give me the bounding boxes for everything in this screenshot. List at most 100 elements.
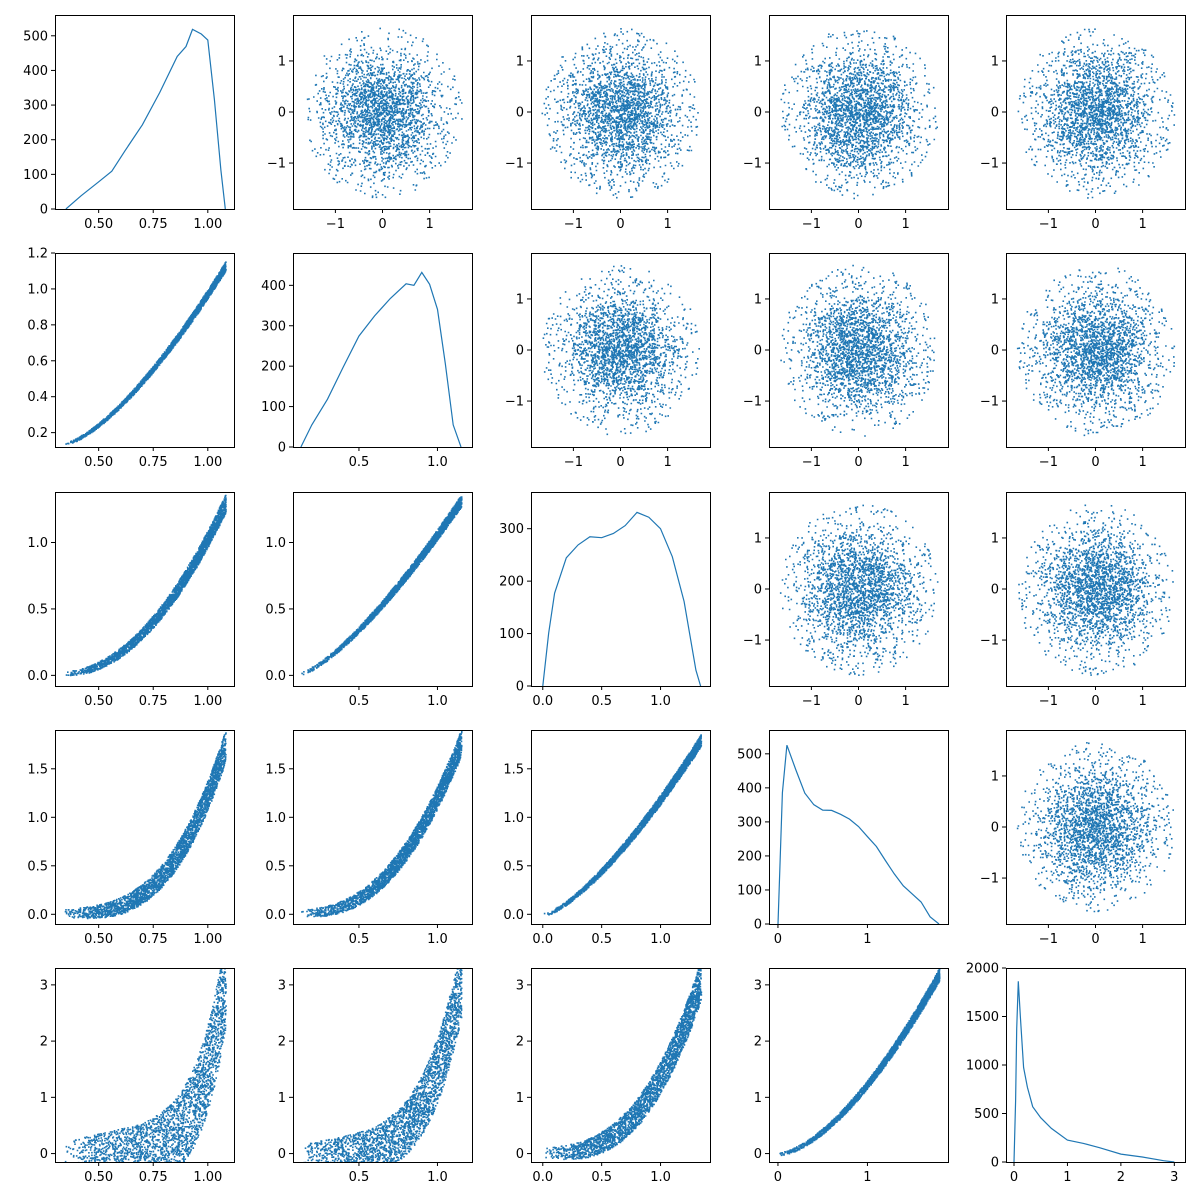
x-tick-label: 0	[616, 455, 624, 470]
x-tick-label: 0	[616, 217, 624, 232]
scatter-points	[306, 27, 463, 199]
x-tick-label: 1.0	[650, 1170, 671, 1185]
x-tick-label: 1.0	[427, 1170, 448, 1185]
x-tick-label: 0.50	[84, 1170, 113, 1185]
x-tick-label: 1	[1063, 1170, 1071, 1185]
y-tick-label: 3	[278, 978, 286, 993]
axes-frame	[55, 15, 235, 210]
plot-area	[780, 264, 936, 437]
axes-frame	[531, 968, 711, 1163]
y-tick-label: 1.0	[27, 282, 48, 297]
panel-r5c5: 0 1 2 3 0 500 1000 1500 2000	[966, 962, 1186, 1185]
y-tick-label: 400	[23, 64, 48, 79]
y-tick-label: 1	[991, 769, 999, 784]
scatter-points	[1018, 504, 1174, 676]
y-tick-label: 100	[499, 627, 524, 642]
x-tick-label: 0	[774, 1170, 782, 1185]
y-tick-label: 1	[40, 1091, 48, 1106]
axes-frame	[293, 492, 473, 687]
x-tick-label: 3	[1170, 1170, 1178, 1185]
x-tick-label: 0.75	[139, 932, 168, 947]
x-tick-label: 1	[663, 217, 671, 232]
y-tick-label: −1	[980, 157, 999, 172]
x-tick-label: 1	[1138, 455, 1146, 470]
y-tick-label: 0	[754, 1147, 762, 1162]
y-tick-label: 100	[23, 168, 48, 183]
y-tick-label: 1.0	[265, 811, 286, 826]
axes-frame	[55, 968, 235, 1163]
scatter-points	[542, 265, 700, 436]
panel-r2c2: 0.5 1.0 0 100 200 300 400	[261, 253, 473, 470]
scatter-points	[779, 968, 941, 1157]
y-tick-label: 100	[737, 883, 762, 898]
y-tick-label: 1.2	[27, 247, 48, 262]
y-tick-label: 0	[991, 106, 999, 121]
y-tick-label: 1	[754, 54, 762, 69]
x-tick-label: 0.5	[591, 1170, 612, 1185]
x-tick-label: 0.5	[349, 932, 370, 947]
axes-frame	[769, 968, 949, 1163]
y-tick-label: 500	[974, 1107, 999, 1122]
y-tick-label: 0	[278, 1147, 286, 1162]
plot-area	[779, 504, 939, 676]
x-tick-label: 0.50	[84, 455, 113, 470]
y-tick-label: 0	[40, 1147, 48, 1162]
x-tick-label: 1	[1138, 694, 1146, 709]
plot-area	[1018, 504, 1174, 676]
plot-area	[1016, 742, 1174, 913]
scatter-points	[64, 968, 227, 1162]
y-tick-label: 0	[516, 344, 524, 359]
x-tick-label: 0.75	[139, 694, 168, 709]
y-tick-label: −1	[267, 157, 286, 172]
y-tick-label: 0.2	[27, 426, 48, 441]
x-tick-label: 1	[901, 217, 909, 232]
x-tick-label: 0.50	[84, 694, 113, 709]
y-tick-label: 0	[754, 918, 762, 933]
scatter-points	[1016, 742, 1174, 913]
y-tick-label: 200	[499, 575, 524, 590]
plot-area	[303, 968, 463, 1162]
x-tick-label: 0.75	[139, 455, 168, 470]
x-tick-label: 0	[774, 932, 782, 947]
panel-r2c4: −1 0 1 −1 0 1	[743, 253, 949, 470]
x-tick-label: 0	[1091, 217, 1099, 232]
y-tick-label: −1	[743, 395, 762, 410]
plot-area	[301, 496, 463, 676]
plot-area	[64, 732, 227, 920]
panel-r5c2: 0.5 1.0 0 1 2 3	[278, 968, 473, 1185]
x-tick-label: 0	[1010, 1170, 1018, 1185]
plot-area	[300, 271, 462, 447]
x-tick-label: 0.5	[349, 455, 370, 470]
axes-frame	[1006, 968, 1186, 1163]
y-tick-label: 500	[737, 747, 762, 762]
y-tick-label: 1.5	[27, 762, 48, 777]
x-tick-label: 0	[854, 217, 862, 232]
x-tick-label: 0.5	[349, 1170, 370, 1185]
y-tick-label: 200	[261, 360, 286, 375]
x-tick-label: 1.0	[427, 932, 448, 947]
x-tick-label: 1.00	[193, 1170, 222, 1185]
y-tick-label: 300	[499, 522, 524, 537]
y-tick-label: 0	[991, 1156, 999, 1171]
x-tick-label: −1	[1039, 217, 1058, 232]
y-tick-label: 0	[516, 1147, 524, 1162]
y-tick-label: 0.5	[503, 859, 524, 874]
x-tick-label: 0	[854, 455, 862, 470]
x-tick-label: 1	[863, 1170, 871, 1185]
y-tick-label: 1	[754, 531, 762, 546]
scatter-points	[64, 732, 227, 920]
x-tick-label: 0	[1091, 932, 1099, 947]
x-tick-label: −1	[326, 217, 345, 232]
scatter-points	[1017, 28, 1176, 199]
plot-area	[65, 494, 227, 677]
y-tick-label: 1	[991, 292, 999, 307]
scatter-points	[65, 494, 227, 677]
x-tick-label: 0.5	[349, 694, 370, 709]
axes-frame	[55, 492, 235, 687]
y-tick-label: 0.0	[27, 669, 48, 684]
histogram-line	[1013, 981, 1175, 1162]
x-tick-label: 0.75	[139, 217, 168, 232]
y-tick-label: 0	[754, 583, 762, 598]
y-tick-label: 0.6	[27, 354, 48, 369]
histogram-line	[777, 744, 940, 924]
